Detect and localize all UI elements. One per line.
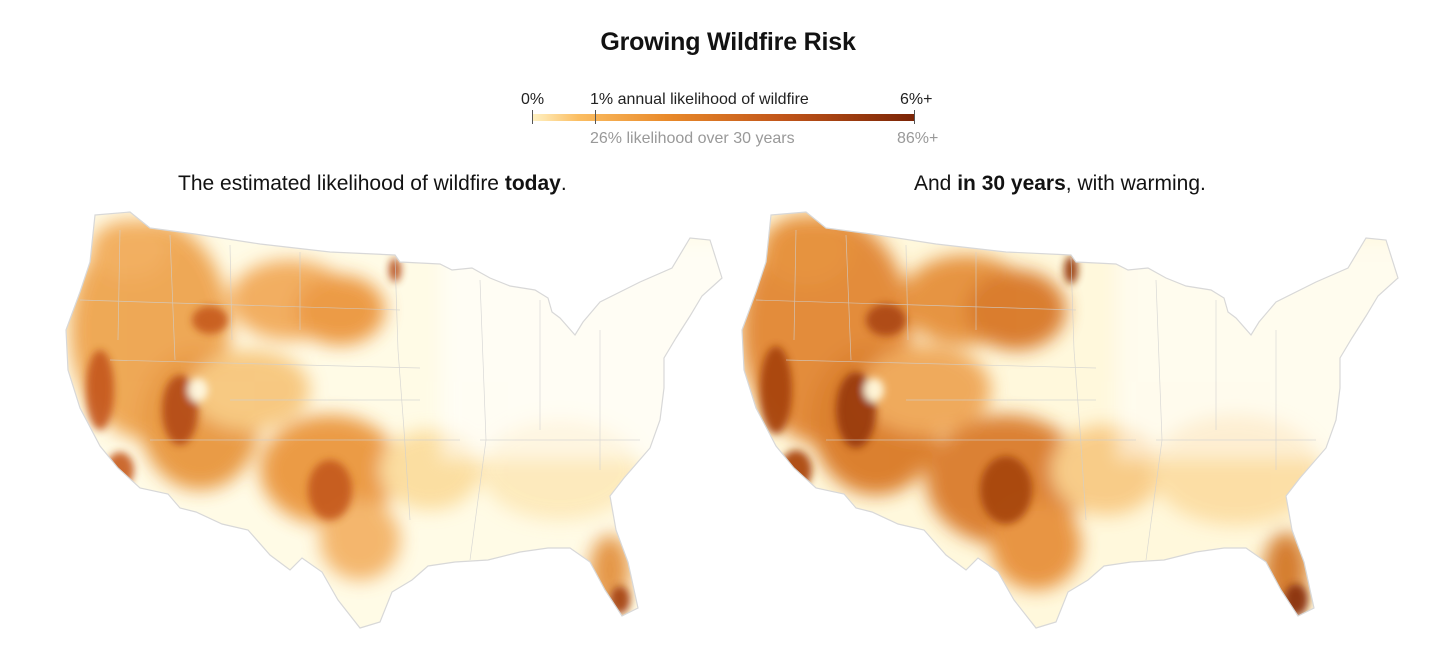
legend-tick-mid <box>595 110 596 124</box>
chart-title: Growing Wildfire Risk <box>600 28 856 56</box>
color-legend: 0% 1% annual likelihood of wildfire 6%+ … <box>510 86 970 156</box>
legend-mid-label-30yr: 26% likelihood over 30 years <box>590 130 795 147</box>
legend-color-ramp <box>532 114 915 121</box>
legend-min-label: 0% <box>521 91 545 108</box>
caption-text-end: , with warming. <box>1065 172 1206 195</box>
legend-max-label-30yr: 86%+ <box>897 130 939 147</box>
legend-max-label: 6%+ <box>900 91 933 108</box>
legend-mid-label: 1% annual likelihood of wildfire <box>590 91 809 108</box>
caption-text: And <box>914 172 958 195</box>
wildfire-map-future <box>741 211 1399 629</box>
caption-emphasis: today <box>504 172 561 195</box>
panel-caption-today: The estimated likelihood of wildfire tod… <box>178 172 567 196</box>
legend-tick-min <box>532 110 533 124</box>
caption-text: The estimated likelihood of wildfire <box>178 172 505 195</box>
caption-text-end: . <box>560 172 567 195</box>
panel-caption-future: And in 30 years, with warming. <box>914 172 1206 196</box>
state-borders <box>755 229 1316 561</box>
legend-tick-max <box>914 110 915 124</box>
state-borders <box>79 229 640 561</box>
heat-layer <box>66 212 722 628</box>
caption-emphasis: in 30 years <box>957 172 1066 195</box>
heat-layer <box>742 212 1398 628</box>
wildfire-map-today <box>65 211 723 629</box>
